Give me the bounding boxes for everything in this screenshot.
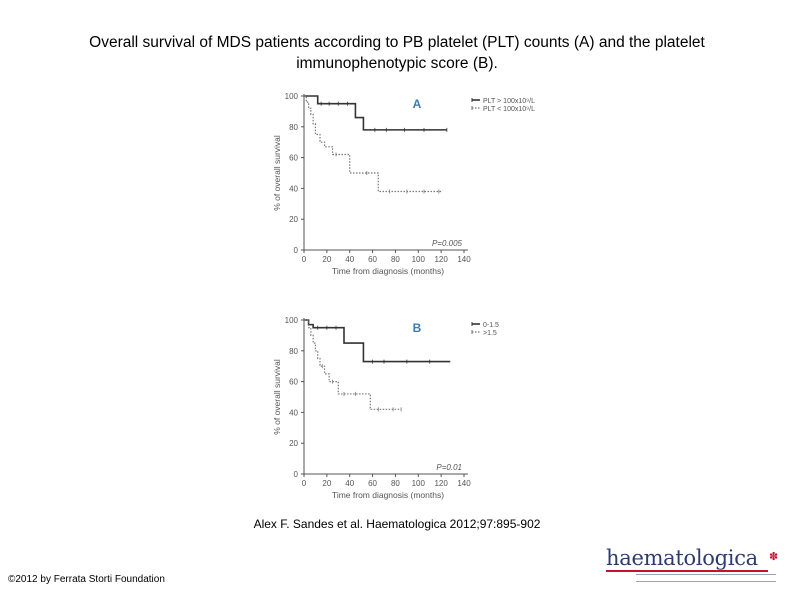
y-axis-label: % of overall survival [272, 359, 282, 435]
x-tick-label: 20 [322, 255, 331, 264]
y-axis-label: % of overall survival [272, 135, 282, 211]
legend-label: >1.5 [483, 330, 497, 337]
logo-wordmark: haematologica [606, 546, 758, 570]
series-line-2 [304, 95, 442, 193]
logo-underline [606, 570, 768, 572]
x-tick-label: 100 [412, 255, 426, 264]
x-tick-label: 120 [434, 255, 448, 264]
chart-svg: 0 20 40 60 80 100 0 20 40 60 80 100 120 140 Time from … [272, 316, 499, 500]
x-tick-label: 0 [302, 479, 307, 488]
x-tick-label: 20 [322, 479, 331, 488]
copyright-notice: ©2012 by Ferrata Storti Foundation [8, 574, 165, 585]
slide-title: Overall survival of MDS patients accordi… [89, 34, 705, 72]
y-tick-label: 80 [289, 347, 298, 356]
x-axis-label: Time from diagnosis (months) [332, 490, 444, 500]
y-tick-label: 20 [289, 215, 298, 224]
x-tick-label: 40 [345, 479, 354, 488]
x-tick-label: 60 [368, 255, 377, 264]
logo-emblem-icon: ✽ [769, 551, 779, 563]
logo-subtitle-lines [636, 574, 776, 582]
x-tick-label: 40 [345, 255, 354, 264]
y-tick-label: 60 [289, 154, 298, 163]
y-tick-label: 20 [289, 439, 298, 448]
y-tick-label: 0 [294, 246, 299, 255]
x-axis-label: Time from diagnosis (months) [332, 266, 444, 276]
y-tick-label: 40 [289, 184, 298, 193]
chart-svg: 0 20 40 60 80 100 0 20 40 60 80 100 120 140 Time from … [272, 92, 535, 276]
legend-label: PLT > 100x10⁹/L [483, 98, 535, 105]
y-tick-label: 100 [285, 316, 299, 325]
panel-label: A [413, 97, 422, 111]
p-value-annotation: P=0.005 [432, 239, 463, 248]
x-tick-label: 140 [457, 255, 471, 264]
series-line-1 [304, 95, 447, 131]
survival-chart-a: 0 20 40 60 80 100 0 20 40 60 80 100 120 140 Time from … [268, 88, 538, 278]
x-tick-label: 60 [368, 479, 377, 488]
citation: Alex F. Sandes et al. Haematologica 2012… [253, 517, 541, 531]
x-tick-label: 120 [434, 479, 448, 488]
series-line-1 [304, 319, 451, 363]
y-tick-label: 80 [289, 123, 298, 132]
y-tick-label: 60 [289, 378, 298, 387]
series-line-2 [304, 319, 402, 410]
y-tick-label: 40 [289, 408, 298, 417]
x-tick-label: 100 [412, 479, 426, 488]
legend-label: 0-1.5 [483, 322, 499, 329]
haematologica-logo: haematologica ✽ [606, 546, 786, 582]
legend-label: PLT < 100x10⁹/L [483, 106, 535, 113]
survival-chart-b: 0 20 40 60 80 100 0 20 40 60 80 100 120 140 Time from … [268, 312, 538, 502]
y-tick-label: 0 [294, 470, 299, 479]
p-value-annotation: P=0.01 [436, 463, 462, 472]
x-tick-label: 140 [457, 479, 471, 488]
x-tick-label: 80 [391, 255, 400, 264]
panel-label: B [413, 321, 422, 335]
x-tick-label: 0 [302, 255, 307, 264]
y-tick-label: 100 [285, 92, 299, 101]
x-tick-label: 80 [391, 479, 400, 488]
